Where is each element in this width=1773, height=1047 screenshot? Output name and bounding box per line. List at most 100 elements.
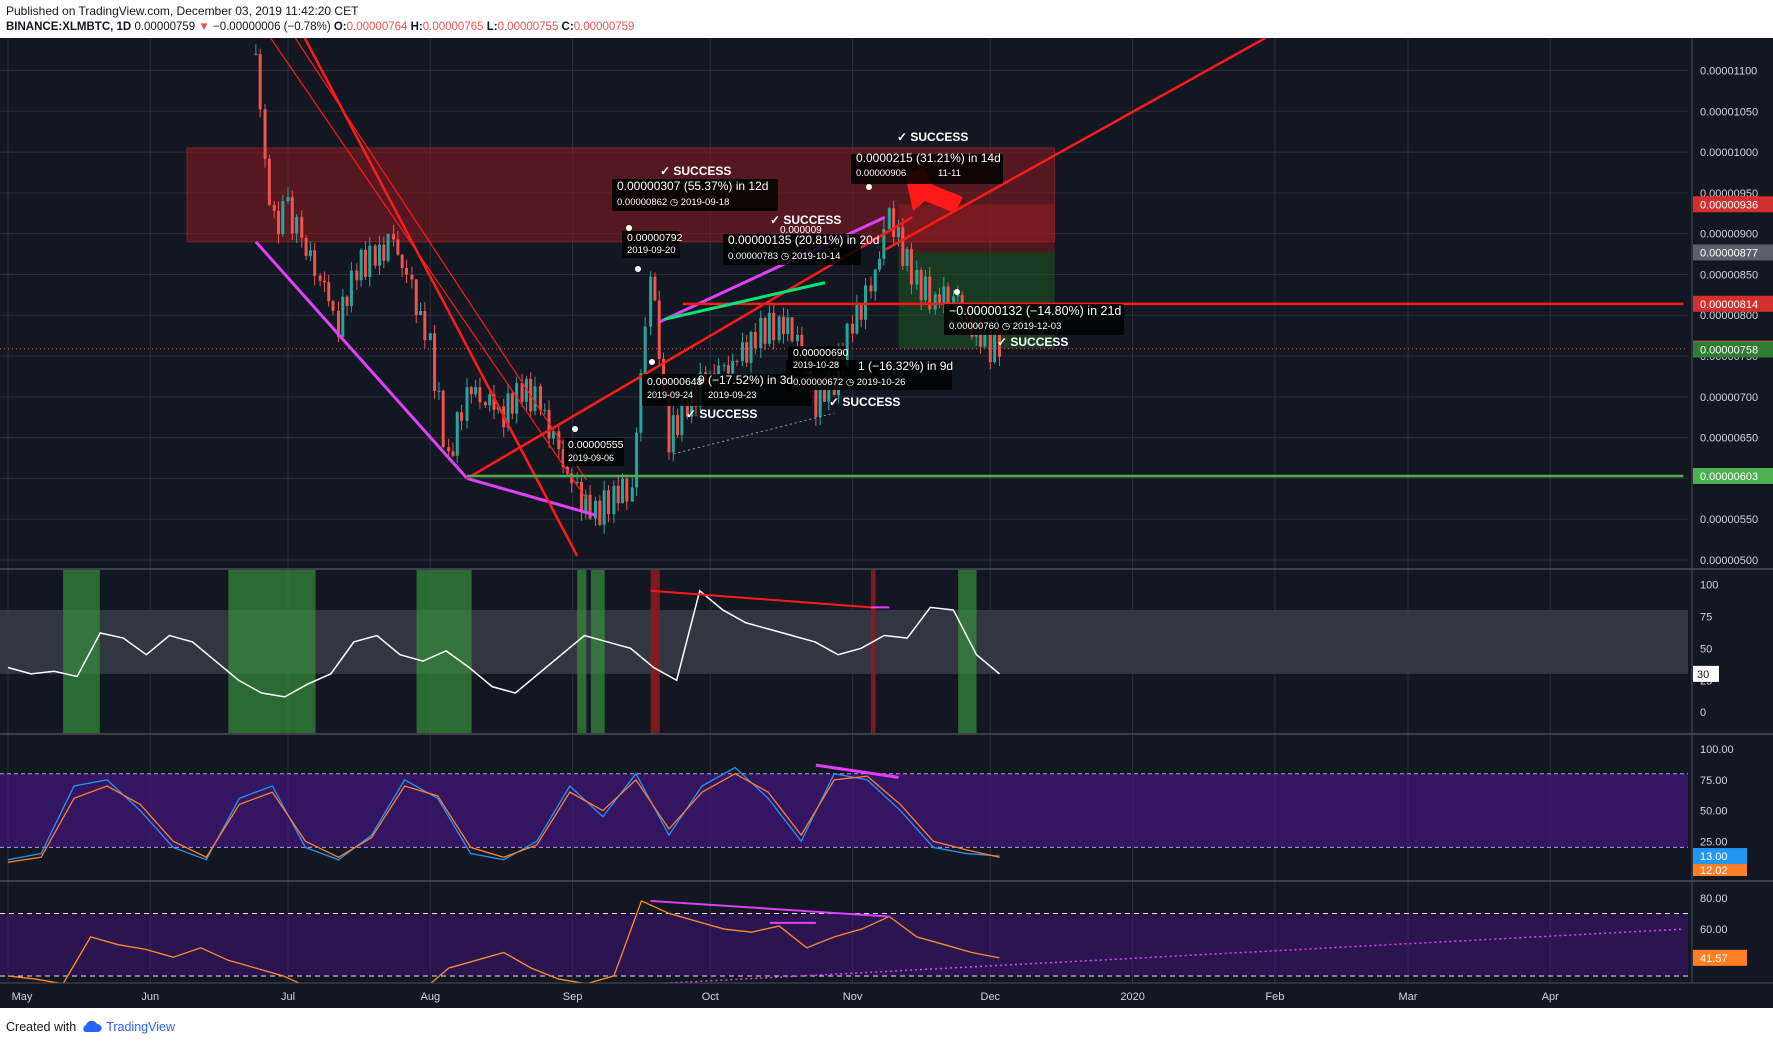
candle-body <box>579 481 583 512</box>
lrsi-tick-label: 80.00 <box>1700 893 1728 905</box>
candle-body <box>520 383 524 402</box>
price-tick-label: 0.00001000 <box>1700 147 1758 159</box>
annotation-box <box>786 360 952 390</box>
candle-body <box>538 386 542 411</box>
price-tick-label: 0.00000650 <box>1700 433 1758 445</box>
lrsi-tick-label: 60.00 <box>1700 924 1728 936</box>
price-tick-label: 0.00000850 <box>1700 269 1758 281</box>
annotation-box <box>564 438 624 466</box>
price-tag: 0.00000814 <box>1700 299 1758 311</box>
candle-body <box>561 449 565 467</box>
last-price: 0.00000759 <box>134 21 196 33</box>
stoch-band <box>0 773 1688 848</box>
annotation-point <box>635 266 641 272</box>
candle-body <box>878 258 882 270</box>
annotation-label: 1 (−16.32%) in 9d <box>858 359 953 373</box>
annotation-label: −0.00000132 (−14.80%) in 21d <box>949 304 1121 318</box>
candle-body <box>790 317 794 342</box>
candle-body <box>786 317 790 335</box>
candle-body <box>653 276 657 301</box>
annotation-label: ✓ SUCCESS <box>660 164 731 178</box>
rsi-overbought-highlight <box>870 570 876 733</box>
candle-body <box>635 432 639 488</box>
candle-body <box>469 387 473 395</box>
candle-body <box>859 303 863 320</box>
time-tick-label: 2020 <box>1120 991 1144 1003</box>
rsi-divergence-line <box>650 589 872 609</box>
candle-body <box>524 378 528 402</box>
annotation-box <box>851 154 1003 184</box>
candle-body <box>281 201 285 235</box>
candle-body <box>796 334 800 342</box>
candle-body <box>667 389 671 453</box>
candle-body <box>483 402 487 406</box>
high-label: H: <box>410 21 423 33</box>
price-tick-label: 0.00000800 <box>1700 310 1758 322</box>
low-value: 0.00000755 <box>497 21 559 33</box>
candle-body <box>300 216 304 238</box>
candle-body <box>818 388 822 417</box>
annotation-point <box>626 225 632 231</box>
time-tick-label: Aug <box>421 991 441 1003</box>
red-downtrend-line <box>303 38 579 557</box>
change-arrow-icon: ▼ <box>198 21 210 33</box>
annotation-label: ✓ SUCCESS <box>897 130 968 144</box>
candle-body <box>290 196 294 234</box>
annotation-label: 0.000009 <box>780 225 822 236</box>
lrsi-support-extension <box>595 928 1684 988</box>
candle-body <box>822 388 826 402</box>
price-tag-bg <box>1693 196 1773 213</box>
price-tick-label: 0.00000900 <box>1700 229 1758 241</box>
symbol-label: BINANCE:XLMBTC, 1D <box>6 21 132 33</box>
candle-body <box>373 245 377 266</box>
annotation-label: 0.00000690 <box>793 347 849 359</box>
candle-body <box>740 342 744 362</box>
candle-body <box>892 208 896 238</box>
candle-body <box>616 485 620 504</box>
red-breakout-line <box>884 38 1267 252</box>
candle-body <box>419 311 423 315</box>
candle-body <box>960 295 964 309</box>
candle-body <box>272 204 276 211</box>
time-axis-bg <box>0 983 1773 1008</box>
time-tick-label: Apr <box>1542 991 1559 1003</box>
annotation-box <box>723 234 861 265</box>
candle-body <box>735 360 739 362</box>
candle-body <box>588 494 592 519</box>
stoch-divergence-line <box>815 763 899 779</box>
candle-body <box>331 301 335 311</box>
candle-body <box>625 478 629 502</box>
magenta-downtrend-line <box>254 240 469 480</box>
time-tick-label: Nov <box>843 991 863 1003</box>
price-tag-bg <box>1693 244 1773 261</box>
candle-body <box>404 267 408 275</box>
annotation-label: ✓ SUCCESS <box>829 395 900 409</box>
rsi-oversold-highlight <box>590 570 605 733</box>
chart-canvas[interactable]: 0.00001100 0.00001050 0.00001000 0.000009 50… <box>0 38 1773 1008</box>
candle-body <box>905 249 909 266</box>
annotation-label: 0.00000792 <box>627 232 683 244</box>
candle-body <box>478 387 482 403</box>
stoch-tick-label: 100.00 <box>1700 744 1734 756</box>
annotation-label: 11-11 <box>938 168 961 179</box>
candle-body <box>460 412 464 421</box>
time-tick-label: Sep <box>563 991 583 1003</box>
candle-body <box>731 360 735 374</box>
rsi-line <box>7 589 1000 698</box>
candle-body <box>827 379 831 402</box>
candle-body <box>510 393 514 414</box>
candle-body <box>671 415 675 453</box>
candle-body <box>983 332 987 347</box>
candle-body <box>575 481 579 484</box>
annotation-label: 0.00000135 (20.81%) in 20d <box>728 233 879 247</box>
time-tick-label: Mar <box>1399 991 1418 1003</box>
annotation-label: ✓ SUCCESS <box>997 335 1068 349</box>
candle-body <box>363 249 367 277</box>
tradingview-link[interactable]: TradingView <box>106 1020 175 1034</box>
candle-body <box>254 54 258 56</box>
low-label: L: <box>486 21 498 33</box>
candle-body <box>386 233 390 261</box>
candle-body <box>621 478 625 504</box>
candle-body <box>451 451 455 456</box>
price-tag-bg <box>1693 949 1747 966</box>
